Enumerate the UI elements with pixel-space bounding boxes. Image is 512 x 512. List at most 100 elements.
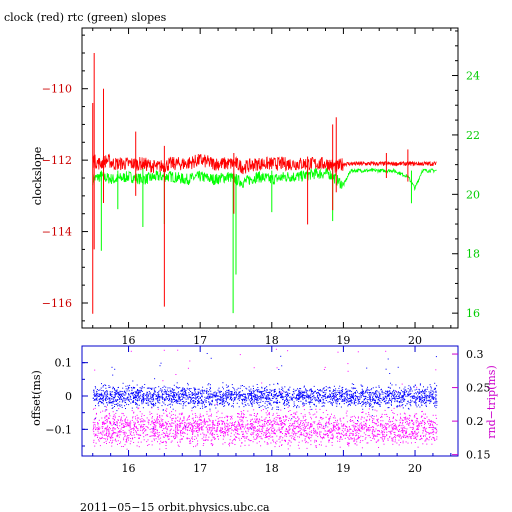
offset-point — [130, 396, 132, 398]
offset-point — [178, 387, 179, 389]
rnd-trip-point — [243, 413, 244, 415]
offset-point — [363, 399, 365, 401]
rnd-trip-point — [428, 427, 430, 428]
rnd-trip-point — [372, 429, 374, 431]
rnd-trip-point — [361, 412, 363, 413]
offset-point — [417, 392, 419, 393]
rnd-trip-point — [287, 350, 289, 352]
rnd-trip-point — [405, 430, 407, 432]
offset-point — [294, 390, 296, 392]
rnd-trip-point — [412, 433, 414, 434]
rnd-trip-point — [332, 429, 334, 431]
offset-point — [371, 406, 373, 408]
rnd-trip-point — [153, 427, 154, 429]
rnd-trip-point — [128, 437, 130, 439]
rnd-trip-point — [172, 414, 174, 415]
offset-point — [193, 400, 195, 402]
offset-point — [310, 388, 312, 390]
rnd-trip-point — [179, 439, 181, 441]
offset-point — [183, 389, 185, 391]
rnd-trip-point — [170, 424, 172, 426]
rnd-trip-point — [117, 420, 119, 421]
rnd-trip-point — [316, 431, 318, 433]
offset-point — [305, 390, 307, 392]
rnd-trip-point — [222, 435, 224, 437]
rnd-trip-point — [211, 422, 213, 423]
offset-point — [221, 395, 223, 397]
offset-point — [117, 393, 119, 394]
rnd-trip-point — [179, 417, 181, 419]
offset-point — [276, 409, 278, 410]
rnd-trip-point — [148, 419, 150, 421]
rnd-trip-point — [104, 419, 106, 421]
rnd-trip-point — [251, 423, 253, 425]
rnd-trip-point — [172, 422, 174, 424]
offset-point — [276, 406, 278, 408]
rnd-trip-point — [397, 434, 399, 436]
rnd-trip-point — [375, 423, 377, 425]
rnd-trip-point — [310, 425, 312, 427]
offset-point — [287, 403, 289, 405]
rnd-trip-point — [264, 424, 266, 426]
rnd-trip-point — [399, 434, 401, 436]
offset-point — [387, 402, 389, 404]
clock-trace — [92, 153, 437, 175]
rnd-trip-point — [215, 431, 217, 433]
rnd-trip-point — [167, 434, 169, 436]
offset-point — [369, 396, 370, 398]
offset-point — [172, 408, 174, 410]
offset-point — [285, 394, 287, 396]
rnd-trip-point — [203, 422, 205, 424]
rnd-trip-point — [257, 425, 259, 427]
rnd-trip-point — [302, 427, 304, 429]
offset-point — [421, 391, 423, 393]
offset-point — [139, 392, 141, 394]
rnd-trip-point — [278, 415, 280, 416]
offset-point — [329, 401, 331, 403]
offset-point — [187, 403, 189, 405]
offset-point — [141, 403, 143, 405]
rnd-trip-point — [416, 425, 418, 427]
rnd-trip-point — [428, 423, 429, 425]
rnd-trip-point — [425, 438, 427, 440]
offset-point — [260, 399, 262, 401]
offset-point — [190, 399, 192, 401]
rnd-trip-point — [101, 426, 103, 428]
rnd-trip-point — [209, 424, 211, 426]
rnd-trip-point — [136, 433, 138, 435]
rnd-trip-point — [427, 438, 428, 440]
rnd-trip-point — [340, 436, 342, 438]
rnd-trip-point — [277, 423, 279, 425]
rnd-trip-point — [382, 432, 383, 434]
offset-point — [264, 390, 266, 392]
offset-point — [401, 391, 403, 393]
rnd-trip-point — [256, 413, 258, 415]
rnd-trip-point — [225, 430, 227, 432]
offset-point — [188, 402, 190, 404]
rnd-trip-point — [258, 418, 260, 420]
rnd-trip-point — [151, 407, 153, 409]
offset-point — [215, 399, 217, 401]
offset-point — [108, 398, 110, 400]
rnd-trip-point — [109, 427, 110, 428]
rnd-trip-point — [166, 424, 168, 426]
offset-point — [117, 405, 119, 407]
rnd-trip-point — [356, 430, 358, 432]
rnd-trip-point — [159, 443, 161, 445]
rnd-trip-point — [281, 428, 283, 430]
rnd-trip-point — [401, 383, 403, 385]
offset-point — [415, 403, 417, 405]
offset-point — [182, 387, 184, 389]
rnd-trip-point — [113, 423, 115, 424]
offset-point — [263, 397, 265, 399]
offset-point — [372, 406, 374, 408]
offset-point — [219, 390, 221, 392]
rnd-trip-point — [195, 431, 197, 433]
offset-point — [173, 397, 175, 399]
offset-point — [288, 402, 290, 404]
rnd-trip-point — [362, 436, 364, 437]
rnd-trip-point — [408, 424, 410, 426]
rnd-trip-point — [196, 430, 198, 431]
rnd-trip-point — [177, 424, 178, 426]
offset-point — [373, 398, 375, 400]
